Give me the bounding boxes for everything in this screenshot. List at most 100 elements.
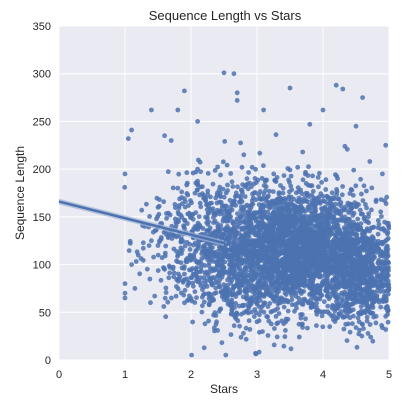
data-point	[356, 227, 362, 232]
data-point	[334, 299, 339, 304]
data-point	[324, 229, 330, 235]
data-point	[351, 265, 357, 271]
data-point	[352, 296, 357, 302]
data-point	[237, 281, 243, 287]
data-point	[291, 224, 296, 230]
data-point	[214, 200, 220, 206]
data-point	[319, 313, 325, 319]
data-point	[305, 243, 311, 249]
data-point	[222, 249, 227, 254]
data-point	[204, 220, 210, 226]
data-point	[194, 273, 199, 279]
data-point	[350, 321, 355, 327]
data-point	[181, 278, 186, 284]
data-point	[364, 249, 370, 255]
data-point	[256, 233, 262, 239]
data-point	[200, 303, 205, 309]
data-point	[375, 231, 381, 237]
data-point	[255, 259, 261, 265]
data-point	[275, 267, 280, 273]
data-point	[332, 319, 338, 324]
data-point	[286, 267, 292, 273]
data-point	[263, 197, 269, 203]
data-point	[305, 253, 311, 259]
data-point	[234, 98, 240, 103]
data-point	[288, 346, 294, 352]
data-point	[355, 315, 361, 321]
data-point	[373, 278, 379, 284]
data-point	[333, 82, 339, 88]
data-point	[230, 202, 236, 208]
data-point	[239, 226, 245, 232]
x-tick-label: 2	[188, 369, 194, 381]
data-point	[238, 236, 244, 242]
data-point	[314, 217, 319, 222]
data-point	[380, 268, 385, 274]
data-point	[270, 189, 276, 195]
data-point	[232, 262, 238, 268]
data-point	[365, 265, 371, 271]
data-point	[338, 309, 344, 314]
data-point	[315, 296, 321, 301]
data-point	[182, 287, 188, 293]
data-point	[285, 308, 291, 314]
data-point	[207, 201, 213, 206]
data-point	[229, 253, 235, 259]
data-point	[229, 247, 235, 253]
data-point	[265, 255, 270, 261]
data-point	[281, 343, 287, 349]
data-point	[146, 243, 152, 249]
data-point	[171, 232, 176, 238]
data-point	[359, 256, 364, 261]
data-point	[198, 280, 203, 286]
data-point	[206, 263, 212, 268]
data-point	[196, 214, 202, 220]
data-point	[175, 185, 181, 191]
data-point	[375, 225, 381, 231]
data-point	[317, 170, 322, 176]
data-point	[253, 218, 259, 224]
data-point	[256, 329, 262, 335]
y-axis-ticks: 0 50 100 150 200 250 300 350	[33, 21, 51, 367]
data-point	[267, 204, 273, 210]
data-point	[203, 198, 209, 204]
data-point	[343, 243, 349, 249]
data-point	[302, 231, 307, 237]
y-tick-label: 0	[45, 355, 51, 367]
data-point	[188, 214, 194, 220]
data-point	[312, 257, 317, 263]
data-point	[360, 264, 366, 270]
data-point	[168, 138, 174, 143]
data-point	[352, 287, 358, 293]
data-point	[298, 281, 304, 287]
data-point	[138, 256, 144, 261]
data-point	[234, 312, 240, 317]
data-point	[263, 287, 269, 293]
data-point	[288, 194, 294, 200]
data-point	[231, 274, 237, 279]
data-point	[223, 270, 229, 275]
data-point	[366, 304, 372, 309]
data-point	[308, 297, 314, 302]
data-point	[199, 294, 205, 300]
data-point	[354, 344, 360, 350]
data-point	[334, 192, 339, 197]
data-point	[349, 268, 355, 274]
y-tick-label: 50	[39, 307, 51, 319]
data-point	[197, 222, 202, 228]
data-point	[238, 334, 244, 340]
data-point	[164, 211, 169, 216]
data-point	[214, 319, 220, 325]
data-point	[327, 324, 333, 330]
data-point	[294, 234, 299, 240]
data-point	[353, 123, 359, 129]
data-point	[289, 201, 295, 207]
data-point	[321, 237, 326, 243]
data-point	[342, 227, 348, 233]
data-point	[364, 205, 369, 211]
data-point	[334, 207, 339, 212]
data-point	[320, 266, 326, 272]
data-point	[317, 274, 323, 280]
data-point	[198, 204, 204, 210]
data-point	[175, 278, 181, 284]
